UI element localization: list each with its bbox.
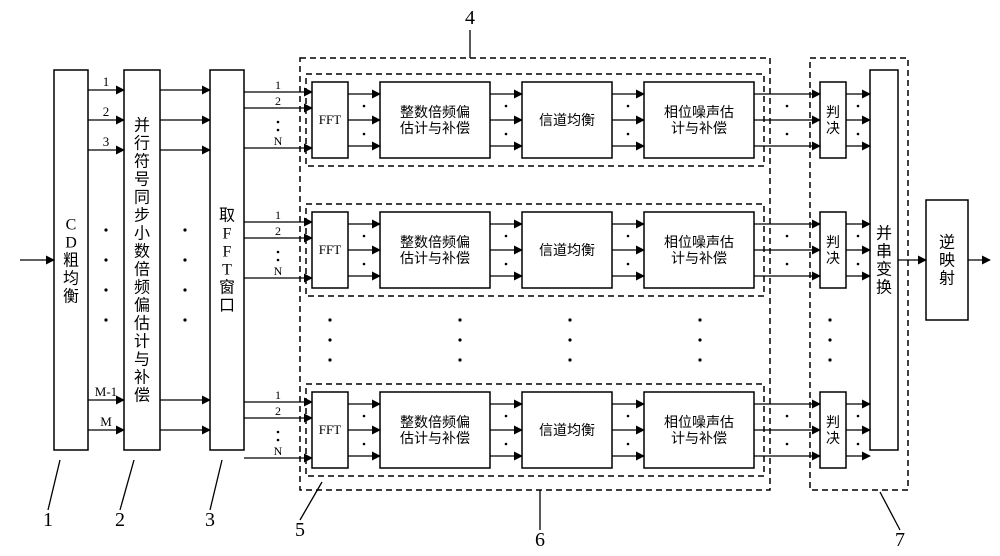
svg-text:相位噪声估: 相位噪声估 [664,105,734,121]
svg-text:决: 决 [826,431,840,447]
svg-text:换: 换 [876,278,892,296]
svg-text:C: C [66,216,77,233]
svg-text:1: 1 [275,388,281,402]
svg-text:逆: 逆 [939,233,955,251]
svg-text:小: 小 [134,224,150,242]
svg-text:3: 3 [205,509,215,531]
svg-text:FFT: FFT [319,242,341,257]
svg-text:信道均衡: 信道均衡 [539,113,595,129]
svg-text:计与补偿: 计与补偿 [671,121,727,137]
svg-text:7: 7 [895,529,905,551]
svg-text:判: 判 [826,235,840,251]
svg-text:步: 步 [134,206,150,224]
svg-text:判: 判 [826,105,840,121]
svg-text:数: 数 [134,242,150,260]
svg-text:补: 补 [134,368,150,386]
svg-text:串: 串 [876,242,892,260]
svg-text:偿: 偿 [134,386,150,404]
svg-text:6: 6 [535,529,545,551]
svg-text:整数倍频偏: 整数倍频偏 [400,235,470,251]
svg-text:N: N [274,264,283,278]
svg-text:FFT: FFT [319,422,341,437]
svg-text:与: 与 [134,350,150,368]
svg-text:计: 计 [134,332,150,350]
svg-text:行: 行 [134,134,150,152]
svg-text:信道均衡: 信道均衡 [539,243,595,259]
svg-text:相位噪声估: 相位噪声估 [664,415,734,431]
svg-text:2: 2 [275,224,281,238]
svg-text:变: 变 [876,260,892,278]
svg-text:2: 2 [275,404,281,418]
svg-text:F: F [223,243,232,260]
svg-text:判: 判 [826,415,840,431]
svg-text:1: 1 [275,78,281,92]
svg-text:偏: 偏 [134,296,150,314]
svg-text:相位噪声估: 相位噪声估 [664,235,734,251]
svg-text:计与补偿: 计与补偿 [671,431,727,447]
svg-text:T: T [222,261,232,278]
svg-text:衡: 衡 [63,287,79,305]
svg-text:N: N [274,444,283,458]
svg-text:2: 2 [115,509,125,531]
svg-text:4: 4 [465,7,475,29]
svg-text:5: 5 [295,519,305,541]
svg-text:倍: 倍 [134,260,150,278]
svg-text:1: 1 [103,74,110,89]
svg-text:同: 同 [134,189,150,206]
svg-text:并: 并 [876,224,892,242]
svg-text:号: 号 [134,170,150,188]
svg-text:3: 3 [103,134,110,149]
svg-text:1: 1 [275,208,281,222]
svg-text:符: 符 [134,152,150,170]
svg-text:N: N [274,134,283,148]
svg-text:映: 映 [939,251,955,269]
svg-text:估计与补偿: 估计与补偿 [400,431,470,447]
svg-text:整数倍频偏: 整数倍频偏 [400,105,470,121]
svg-text:2: 2 [103,104,110,119]
svg-text:窗: 窗 [219,278,235,296]
svg-text:2: 2 [275,94,281,108]
svg-text:M: M [100,414,112,429]
svg-text:估计与补偿: 估计与补偿 [400,121,470,137]
svg-text:FFT: FFT [319,112,341,127]
svg-text:整数倍频偏: 整数倍频偏 [400,415,470,431]
svg-text:并: 并 [134,116,150,134]
svg-text:信道均衡: 信道均衡 [539,423,595,439]
svg-text:估: 估 [134,314,150,332]
svg-text:射: 射 [939,269,955,287]
svg-text:决: 决 [826,251,840,267]
svg-text:口: 口 [219,297,235,314]
svg-text:F: F [223,225,232,242]
svg-text:计与补偿: 计与补偿 [671,251,727,267]
svg-text:决: 决 [826,121,840,137]
svg-text:M-1: M-1 [95,384,117,399]
svg-text:估计与补偿: 估计与补偿 [400,251,470,267]
svg-text:D: D [65,234,77,251]
svg-text:频: 频 [134,278,150,296]
svg-text:1: 1 [43,509,53,531]
svg-text:取: 取 [219,207,235,224]
svg-text:均: 均 [63,269,79,287]
svg-text:粗: 粗 [63,251,79,269]
